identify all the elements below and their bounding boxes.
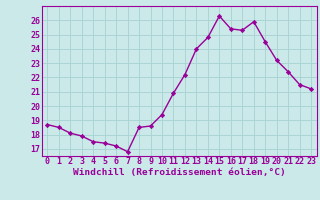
X-axis label: Windchill (Refroidissement éolien,°C): Windchill (Refroidissement éolien,°C) [73,168,285,177]
